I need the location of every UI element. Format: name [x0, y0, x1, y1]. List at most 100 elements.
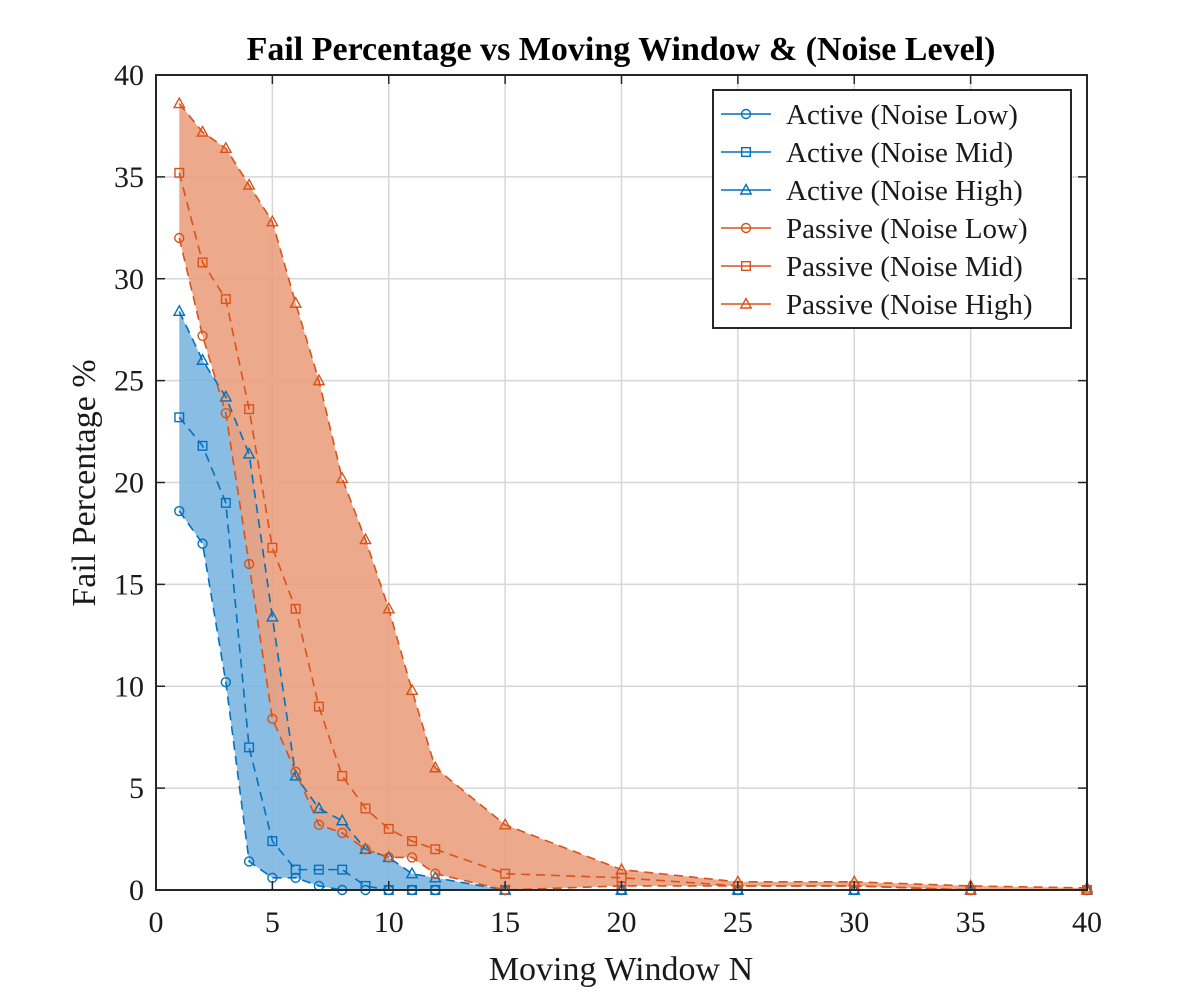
- data-point: [407, 836, 418, 847]
- legend-entry: Active (Noise High): [721, 175, 1023, 207]
- data-point: [337, 770, 348, 781]
- data-point: [220, 497, 231, 508]
- data-point: [406, 852, 418, 863]
- data-point: [289, 296, 303, 308]
- legend-marker: [741, 261, 752, 272]
- data-point: [196, 353, 209, 365]
- x-tick-label: 25: [723, 906, 753, 939]
- data-point: [267, 713, 278, 725]
- data-point: [174, 412, 185, 423]
- legend-label: Passive (Noise Mid): [786, 251, 1023, 283]
- legend: Active (Noise Low) Active (Noise Mid) Acti…: [712, 89, 1072, 329]
- data-point: [174, 167, 185, 178]
- series-layer: [172, 96, 1094, 896]
- data-point: [265, 214, 279, 227]
- y-tick-label: 40: [114, 59, 144, 92]
- legend-marker: [740, 222, 752, 234]
- data-point: [290, 864, 301, 875]
- data-point: [220, 676, 232, 688]
- data-point: [267, 542, 278, 553]
- data-point: [335, 813, 349, 826]
- data-point: [382, 601, 396, 614]
- data-point: [172, 304, 186, 317]
- legend-marker: [741, 146, 752, 157]
- data-point: [383, 852, 394, 863]
- data-point: [615, 862, 628, 875]
- data-point: [243, 856, 255, 867]
- data-point: [172, 96, 186, 109]
- y-tick-label: 15: [114, 568, 144, 601]
- data-point: [265, 610, 279, 622]
- data-point: [430, 844, 441, 855]
- series-line: [178, 237, 1087, 891]
- x-tick-label: 30: [839, 906, 869, 939]
- legend-entry: Active (Noise Mid): [721, 137, 1013, 169]
- x-tick-label: 35: [956, 906, 986, 939]
- chart-title: Fail Percentage vs Moving Window & (Nois…: [247, 31, 996, 68]
- data-point: [290, 603, 301, 614]
- series-line: [178, 103, 1088, 889]
- legend-entry: Passive (Noise Low): [721, 213, 1028, 245]
- data-point: [244, 742, 255, 753]
- x-tick-label: 5: [265, 906, 280, 939]
- data-point: [405, 683, 419, 696]
- legend-box: [712, 89, 1072, 329]
- x-tick-label: 40: [1072, 906, 1102, 939]
- y-tick-label: 35: [114, 161, 144, 194]
- data-point: [242, 178, 256, 190]
- data-point: [197, 538, 208, 549]
- data-point: [196, 125, 209, 137]
- data-point: [312, 801, 326, 814]
- data-point: [243, 558, 255, 570]
- x-tick-label: 20: [607, 906, 637, 939]
- x-tick-label: 0: [149, 906, 164, 939]
- legend-label: Active (Noise Low): [786, 99, 1018, 131]
- data-point: [313, 819, 325, 830]
- legend-label: Active (Noise Mid): [786, 137, 1013, 169]
- data-point: [359, 532, 372, 545]
- x-axis-title: Moving Window N: [489, 951, 753, 988]
- y-tick-label: 30: [114, 263, 144, 296]
- y-axis-title: Fail Percentage %: [66, 359, 103, 606]
- data-point: [197, 440, 208, 451]
- data-point: [220, 408, 232, 419]
- x-tick-label: 15: [490, 906, 520, 939]
- data-point: [360, 844, 371, 855]
- band-layer: [179, 103, 1087, 891]
- data-point: [174, 505, 185, 517]
- data-point: [197, 330, 208, 341]
- tick-labels: 0 5 10 15 20 25 30 35 40 0 5 10 15 20 25 30 35 40: [114, 59, 1102, 939]
- data-point: [244, 404, 255, 415]
- legend-entry: Passive (Noise High): [721, 289, 1032, 321]
- passive-band: [179, 103, 1087, 890]
- data-point: [242, 447, 256, 459]
- series-line: [178, 416, 1087, 891]
- legend-entry: Passive (Noise Mid): [721, 251, 1023, 283]
- data-point: [337, 827, 348, 839]
- data-point: [220, 294, 231, 305]
- data-point: [313, 701, 324, 712]
- data-point: [219, 141, 233, 154]
- data-point: [219, 389, 233, 402]
- data-point: [498, 817, 512, 830]
- legend-label: Active (Noise High): [786, 175, 1023, 207]
- legend-marker: [739, 297, 753, 309]
- legend-label: Passive (Noise High): [786, 289, 1032, 321]
- y-tick-label: 10: [114, 670, 144, 703]
- y-tick-label: 25: [114, 365, 144, 398]
- data-point: [267, 836, 278, 847]
- data-point: [500, 868, 511, 879]
- data-point: [428, 760, 442, 773]
- legend-label: Passive (Noise Low): [786, 213, 1028, 245]
- data-point: [360, 803, 371, 814]
- active-band: [179, 311, 1087, 891]
- series-line: [178, 172, 1087, 891]
- data-point: [312, 373, 326, 386]
- data-point: [405, 866, 419, 879]
- legend-marker: [739, 183, 753, 195]
- legend-entry: Active (Noise Low): [721, 99, 1018, 131]
- legend-marker: [740, 108, 752, 120]
- data-point: [313, 864, 324, 875]
- data-point: [383, 823, 394, 834]
